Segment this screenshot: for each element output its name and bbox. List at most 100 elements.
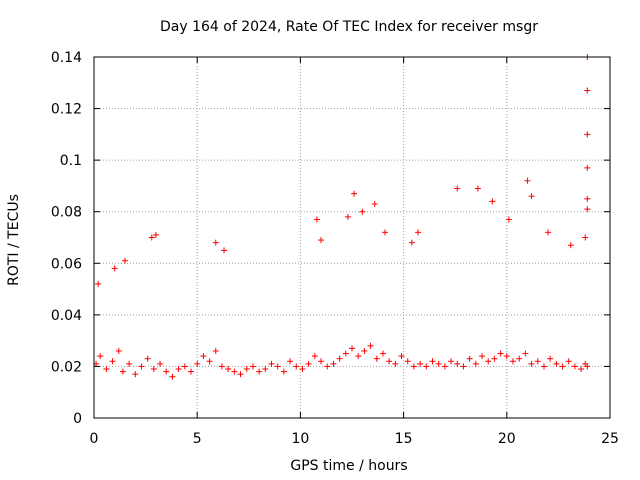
y-tick-label: 0.04 — [51, 308, 82, 324]
data-point — [115, 347, 122, 354]
data-point — [371, 200, 378, 207]
grid-lines — [94, 57, 610, 418]
data-point — [584, 164, 591, 171]
data-point — [524, 177, 531, 184]
x-tick-label: 10 — [291, 431, 309, 447]
data-point — [359, 208, 366, 215]
data-point — [485, 358, 492, 365]
data-point — [111, 265, 118, 272]
data-point — [567, 242, 574, 249]
x-tick-label: 5 — [193, 431, 202, 447]
data-point — [448, 358, 455, 365]
data-point — [109, 358, 116, 365]
data-point — [256, 368, 263, 375]
data-point — [150, 366, 157, 373]
x-tick-label: 25 — [601, 431, 619, 447]
data-point — [423, 363, 430, 370]
data-point — [584, 206, 591, 213]
data-point — [225, 366, 232, 373]
data-point — [152, 231, 159, 238]
data-point — [97, 353, 104, 360]
data-point — [491, 355, 498, 362]
data-point — [103, 366, 110, 373]
data-point — [318, 237, 325, 244]
data-point — [454, 185, 461, 192]
data-point — [528, 360, 535, 367]
data-point — [148, 234, 155, 241]
y-tick-label: 0.14 — [51, 50, 82, 66]
data-point — [126, 360, 133, 367]
data-point — [163, 368, 170, 375]
data-point — [212, 239, 219, 246]
data-point — [454, 360, 461, 367]
data-point — [578, 366, 585, 373]
data-point — [565, 358, 572, 365]
data-point — [138, 363, 145, 370]
data-point — [336, 355, 343, 362]
data-point — [398, 353, 405, 360]
data-point — [547, 355, 554, 362]
data-point — [545, 229, 552, 236]
data-point — [379, 350, 386, 357]
data-point — [460, 363, 467, 370]
data-point — [119, 368, 126, 375]
data-point — [582, 234, 589, 241]
data-point — [528, 193, 535, 200]
data-point — [305, 360, 312, 367]
y-tick-label: 0 — [73, 411, 82, 427]
data-point — [472, 360, 479, 367]
data-point — [212, 347, 219, 354]
data-point — [169, 373, 176, 380]
data-points — [93, 54, 591, 380]
data-point — [342, 350, 349, 357]
data-point — [200, 353, 207, 360]
y-tick-label: 0.1 — [60, 153, 82, 169]
data-point — [293, 363, 300, 370]
x-tick-label: 0 — [90, 431, 99, 447]
y-tick-labels: 0 0.02 0.04 0.06 0.08 0.1 0.12 0.14 — [51, 50, 82, 427]
data-point — [571, 363, 578, 370]
x-tick-labels: 0 5 10 15 20 25 — [90, 431, 619, 447]
x-axis-label: GPS time / hours — [290, 458, 407, 474]
data-point — [584, 195, 591, 202]
data-point — [479, 353, 486, 360]
x-tick-label: 15 — [395, 431, 413, 447]
data-point — [221, 247, 228, 254]
data-point — [243, 366, 250, 373]
data-point — [392, 360, 399, 367]
data-point — [516, 355, 523, 362]
data-point — [534, 358, 541, 365]
data-point — [313, 216, 320, 223]
data-point — [249, 363, 256, 370]
data-point — [181, 363, 188, 370]
data-point — [522, 350, 529, 357]
data-point — [540, 363, 547, 370]
axis-ticks — [93, 56, 611, 419]
data-point — [311, 353, 318, 360]
data-point — [584, 363, 591, 370]
data-point — [466, 355, 473, 362]
data-point — [355, 353, 362, 360]
chart-title: Day 164 of 2024, Rate Of TEC Index for r… — [160, 19, 538, 35]
data-point — [268, 360, 275, 367]
data-point — [509, 358, 516, 365]
y-axis-label: ROTI / TECUs — [6, 194, 22, 286]
data-point — [503, 353, 510, 360]
data-point — [157, 360, 164, 367]
data-point — [231, 368, 238, 375]
data-point — [349, 345, 355, 352]
plot-frame — [93, 56, 611, 419]
data-point — [489, 198, 496, 205]
y-tick-label: 0.12 — [51, 102, 82, 118]
data-point — [417, 360, 424, 367]
y-tick-label: 0.08 — [51, 205, 82, 221]
data-point — [218, 363, 225, 370]
data-point — [121, 257, 128, 264]
data-point — [505, 216, 512, 223]
data-point — [441, 363, 448, 370]
data-point — [330, 360, 337, 367]
data-point — [280, 368, 287, 375]
data-point — [382, 229, 389, 236]
data-point — [367, 342, 374, 349]
